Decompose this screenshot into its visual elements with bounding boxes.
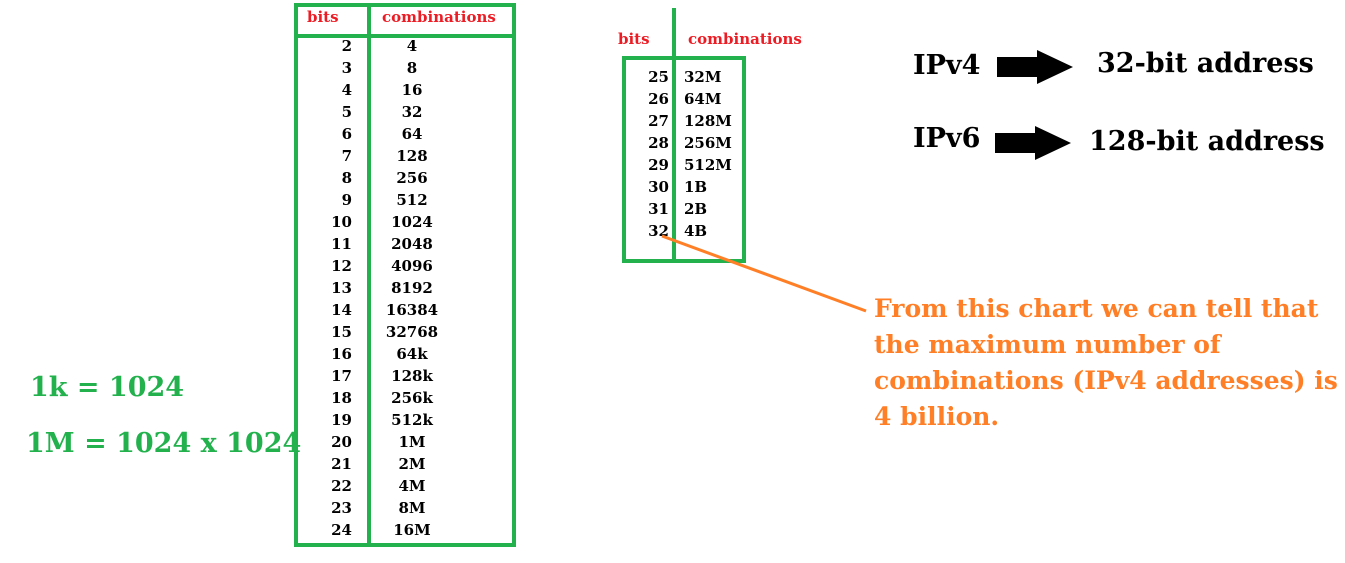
left-table-body-box — [294, 34, 516, 547]
table-cell-bits: 16 — [331, 345, 352, 363]
table-cell-bits: 30 — [648, 178, 669, 196]
table-cell-combinations: 2B — [684, 200, 708, 218]
table-cell-combinations: 1M — [398, 433, 426, 451]
table-cell-combinations: 4096 — [391, 257, 433, 275]
table-cell-combinations: 256M — [684, 134, 732, 152]
left-table-header-bits: bits — [307, 8, 339, 26]
table-cell-combinations: 32 — [401, 103, 423, 121]
table-cell-bits: 2 — [341, 37, 352, 55]
table-cell-combinations: 16 — [401, 81, 423, 99]
table-cell-bits: 12 — [331, 257, 352, 275]
ipv6-arrow-icon — [995, 126, 1071, 160]
table-cell-bits: 27 — [648, 112, 669, 130]
table-cell-bits: 29 — [648, 156, 669, 174]
table-cell-combinations: 4M — [398, 477, 426, 495]
table-cell-combinations: 512M — [684, 156, 732, 174]
ipv6-label: IPv6 — [913, 123, 981, 154]
conclusion-note-line-4: 4 billion. — [874, 402, 1000, 431]
table-cell-combinations: 2M — [398, 455, 426, 473]
table-cell-combinations: 32768 — [385, 323, 439, 341]
table-cell-combinations: 256 — [396, 169, 428, 187]
table-cell-combinations: 16384 — [385, 301, 439, 319]
table-cell-bits: 14 — [331, 301, 352, 319]
table-cell-combinations: 8M — [398, 499, 426, 517]
table-cell-combinations: 64 — [401, 125, 423, 143]
table-cell-bits: 31 — [648, 200, 669, 218]
table-cell-bits: 11 — [331, 235, 352, 253]
table-cell-bits: 3 — [341, 59, 352, 77]
table-cell-combinations: 32M — [684, 68, 722, 86]
left-table-divider — [367, 3, 371, 547]
table-cell-bits: 32 — [648, 222, 669, 240]
unit-m-definition: 1M = 1024 x 1024 — [26, 428, 302, 459]
table-cell-combinations: 128M — [684, 112, 732, 130]
ipv4-description: 32-bit address — [1097, 48, 1314, 79]
conclusion-note: From this chart we can tell that the max… — [874, 291, 1338, 435]
table-cell-bits: 15 — [331, 323, 352, 341]
table-cell-bits: 24 — [331, 521, 352, 539]
table-cell-bits: 25 — [648, 68, 669, 86]
table-cell-bits: 22 — [331, 477, 352, 495]
table-cell-bits: 9 — [341, 191, 352, 209]
right-table-header-combinations: combinations — [688, 30, 802, 48]
table-cell-combinations: 4 — [406, 37, 418, 55]
unit-k-definition: 1k = 1024 — [30, 372, 185, 403]
conclusion-note-line-2: the maximum number of — [874, 330, 1221, 359]
table-cell-combinations: 1024 — [391, 213, 433, 231]
table-cell-bits: 6 — [341, 125, 352, 143]
right-table-divider — [672, 8, 676, 262]
table-cell-combinations: 4B — [684, 222, 708, 240]
table-cell-bits: 4 — [341, 81, 352, 99]
table-cell-bits: 28 — [648, 134, 669, 152]
conclusion-note-line-1: From this chart we can tell that — [874, 294, 1319, 323]
table-cell-combinations: 1B — [684, 178, 708, 196]
table-cell-combinations: 8192 — [391, 279, 433, 297]
table-cell-combinations: 2048 — [391, 235, 433, 253]
table-cell-bits: 8 — [341, 169, 352, 187]
table-cell-combinations: 128k — [391, 367, 433, 385]
table-cell-bits: 13 — [331, 279, 352, 297]
table-cell-combinations: 512k — [391, 411, 433, 429]
table-cell-bits: 20 — [331, 433, 352, 451]
table-cell-bits: 7 — [341, 147, 352, 165]
table-cell-bits: 17 — [331, 367, 352, 385]
right-table-header-bits: bits — [618, 30, 650, 48]
table-cell-bits: 23 — [331, 499, 352, 517]
table-cell-bits: 18 — [331, 389, 352, 407]
table-cell-bits: 26 — [648, 90, 669, 108]
table-cell-bits: 10 — [331, 213, 352, 231]
table-cell-combinations: 64k — [396, 345, 428, 363]
table-cell-combinations: 512 — [396, 191, 428, 209]
table-cell-combinations: 16M — [393, 521, 431, 539]
left-table-header-combinations: combinations — [382, 8, 496, 26]
table-cell-combinations: 256k — [391, 389, 433, 407]
table-cell-bits: 5 — [341, 103, 352, 121]
ipv4-label: IPv4 — [913, 50, 981, 81]
table-cell-bits: 21 — [331, 455, 352, 473]
table-cell-bits: 19 — [331, 411, 352, 429]
table-cell-combinations: 128 — [396, 147, 428, 165]
conclusion-note-line-3: combinations (IPv4 addresses) is — [874, 366, 1338, 395]
table-cell-combinations: 8 — [406, 59, 418, 77]
ipv4-arrow-icon — [997, 50, 1073, 84]
table-cell-combinations: 64M — [684, 90, 722, 108]
ipv6-description: 128-bit address — [1089, 126, 1325, 157]
